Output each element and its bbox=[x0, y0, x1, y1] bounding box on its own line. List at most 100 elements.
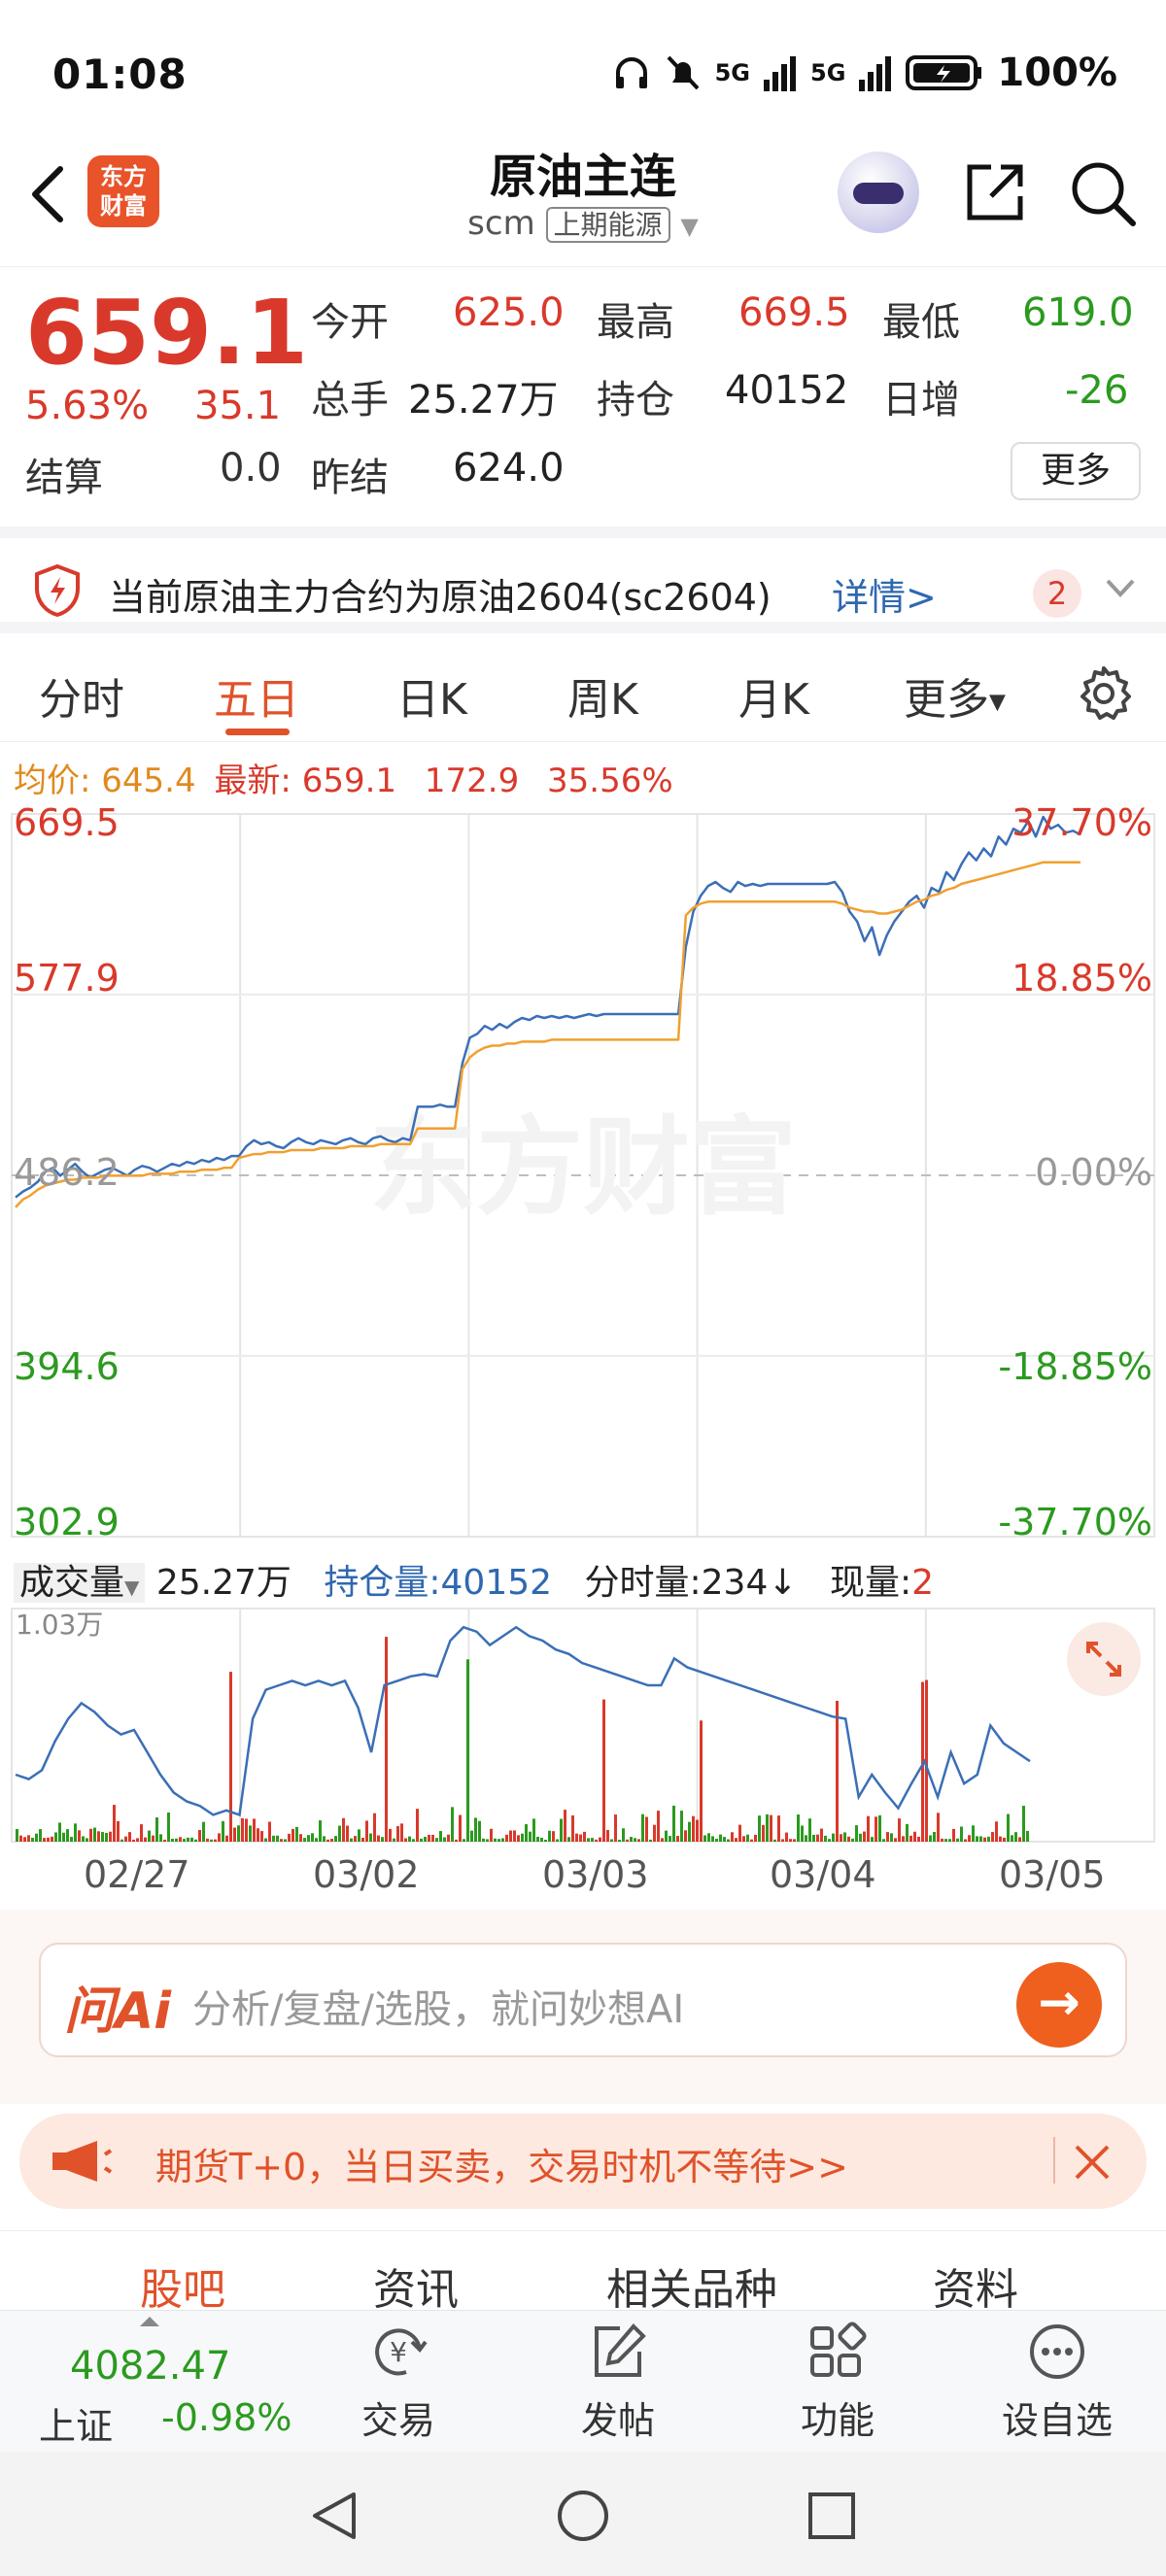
volume-bar bbox=[284, 1839, 287, 1842]
volume-bar bbox=[766, 1813, 769, 1842]
volume-bar bbox=[241, 1817, 244, 1842]
volume-bar bbox=[233, 1827, 236, 1842]
volume-bar bbox=[661, 1838, 664, 1842]
five-day-price-chart[interactable]: 东方财富 669.5 577.9 486.2 394.6 302.9 37.70% 18.8… bbox=[0, 806, 1166, 1546]
volume-bar bbox=[1018, 1837, 1021, 1842]
tab-daily-k[interactable]: 日K bbox=[396, 675, 467, 725]
nav-back-icon[interactable] bbox=[309, 2489, 360, 2543]
more-quote-button[interactable]: 更多 bbox=[1011, 442, 1141, 500]
volume-bar bbox=[249, 1825, 252, 1842]
volume-bar bbox=[365, 1820, 368, 1842]
tab-related[interactable]: 相关品种 bbox=[606, 2265, 777, 2315]
quote-panel: 659.1 5.63% 35.1 结算 0.0 今开 625.0 最高 669.… bbox=[0, 266, 1166, 519]
add-watchlist-button[interactable]: 设自选 bbox=[979, 2311, 1135, 2453]
volume-bar bbox=[58, 1822, 61, 1842]
gear-icon[interactable] bbox=[1075, 664, 1133, 723]
volume-bar bbox=[175, 1838, 178, 1842]
tab-more[interactable]: 更多▼ bbox=[904, 664, 1006, 727]
volume-bar bbox=[669, 1836, 671, 1842]
tab-news[interactable]: 资讯 bbox=[373, 2265, 459, 2315]
shield-lightning-icon bbox=[35, 563, 80, 618]
promo-divider bbox=[1053, 2137, 1055, 2184]
ai-submit-arrow-icon[interactable]: → bbox=[1016, 1962, 1102, 2048]
close-icon[interactable] bbox=[1073, 2143, 1112, 2182]
volume-bar bbox=[583, 1831, 586, 1842]
volume-chart[interactable]: 1.03万 bbox=[0, 1605, 1166, 1847]
volume-bar bbox=[703, 1835, 706, 1842]
instrument-subtitle[interactable]: scm 上期能源 ▼ bbox=[0, 204, 1166, 243]
volume-bar bbox=[105, 1832, 108, 1842]
volume-bars bbox=[16, 1637, 1029, 1842]
latest-value: 659.1 bbox=[301, 762, 397, 800]
volume-bar bbox=[750, 1839, 753, 1842]
volume-value: 25.27万 bbox=[408, 378, 559, 423]
expand-chart-button[interactable] bbox=[1067, 1622, 1141, 1696]
tab-info[interactable]: 资料 bbox=[933, 2265, 1018, 2315]
volume-bar bbox=[937, 1813, 940, 1842]
chart-grid bbox=[11, 813, 1155, 1538]
tab-weekly-k[interactable]: 周K bbox=[567, 675, 638, 725]
volume-bar bbox=[396, 1826, 399, 1842]
volume-bar bbox=[715, 1839, 718, 1842]
volume-bar bbox=[917, 1836, 920, 1842]
volume-bar bbox=[494, 1838, 497, 1842]
nav-recents-icon[interactable] bbox=[806, 2491, 857, 2541]
volume-bar bbox=[144, 1837, 147, 1842]
volume-bar bbox=[777, 1815, 780, 1842]
oi-label: 持仓量: bbox=[324, 1563, 441, 1603]
volume-selector[interactable]: 成交量▼ bbox=[14, 1563, 146, 1603]
index-name[interactable]: 上证 bbox=[39, 2405, 114, 2448]
right-tick-label: -37.70% bbox=[998, 1501, 1152, 1543]
chart-period-tabs: 分时 五日 日K 周K 月K 更多▼ bbox=[0, 645, 1166, 742]
chevron-down-icon[interactable] bbox=[1104, 577, 1137, 600]
share-icon[interactable] bbox=[962, 159, 1028, 225]
volume-bar bbox=[657, 1811, 660, 1842]
notice-detail-link[interactable]: 详情> bbox=[832, 576, 937, 619]
signal-5g-2: 5G bbox=[810, 59, 846, 86]
volume-bar bbox=[35, 1833, 38, 1842]
volume-bar bbox=[97, 1831, 100, 1842]
nav-home-icon[interactable] bbox=[556, 2489, 610, 2543]
trade-button[interactable]: ¥ 交易 bbox=[321, 2311, 476, 2453]
volume-bar bbox=[529, 1831, 532, 1842]
volume-bar bbox=[571, 1814, 574, 1842]
yen-exchange-icon: ¥ bbox=[375, 2328, 428, 2376]
volume-bar bbox=[435, 1838, 438, 1842]
volume-bar bbox=[878, 1814, 881, 1842]
settle-value: 0.0 bbox=[220, 446, 282, 491]
index-value[interactable]: 4082.47 bbox=[70, 2344, 231, 2389]
main-contract-notice[interactable]: 当前原油主力合约为原油2604(sc2604) 详情> 2 bbox=[0, 526, 1166, 633]
functions-button[interactable]: 功能 bbox=[760, 2311, 915, 2453]
tab-monthly-k[interactable]: 月K bbox=[738, 675, 809, 725]
index-change[interactable]: -0.98% bbox=[161, 2396, 292, 2439]
volume-bar bbox=[731, 1832, 734, 1842]
ai-assistant-avatar-icon[interactable] bbox=[838, 152, 919, 233]
ai-search-input[interactable]: 分析/复盘/选股，就问妙想AI bbox=[192, 1987, 685, 2032]
volume-bar bbox=[840, 1834, 842, 1842]
volume-bar bbox=[431, 1834, 434, 1842]
tab-intraday[interactable]: 分时 bbox=[39, 675, 124, 725]
back-arrow-icon[interactable] bbox=[25, 163, 68, 225]
volume-bar bbox=[727, 1839, 730, 1842]
volume-bar bbox=[101, 1832, 104, 1842]
volume-bar bbox=[295, 1826, 298, 1842]
tab-forum[interactable]: 股吧 bbox=[140, 2265, 225, 2315]
system-nav-bar bbox=[0, 2452, 1166, 2576]
volume-bar bbox=[194, 1839, 197, 1842]
volume-bar bbox=[746, 1834, 749, 1842]
volume-bar bbox=[925, 1679, 928, 1842]
tab-five-day[interactable]: 五日 bbox=[214, 675, 299, 725]
avg-value: 645.4 bbox=[101, 762, 196, 800]
volume-bar bbox=[451, 1807, 454, 1842]
volume-bar bbox=[124, 1836, 127, 1842]
volume-bar bbox=[338, 1825, 341, 1842]
promo-banner[interactable]: 期货T+0，当日买卖，交易时机不等待>> bbox=[19, 2114, 1147, 2209]
volume-bar bbox=[264, 1838, 267, 1842]
volume-bar bbox=[680, 1811, 683, 1842]
search-icon[interactable] bbox=[1069, 159, 1137, 227]
post-button[interactable]: 发帖 bbox=[540, 2311, 696, 2453]
volume-bar bbox=[334, 1836, 337, 1842]
low-label: 最低 bbox=[882, 300, 960, 345]
volume-bar bbox=[599, 1837, 601, 1842]
ai-search-box[interactable]: 问Ai 分析/复盘/选股，就问妙想AI → bbox=[39, 1943, 1127, 2057]
